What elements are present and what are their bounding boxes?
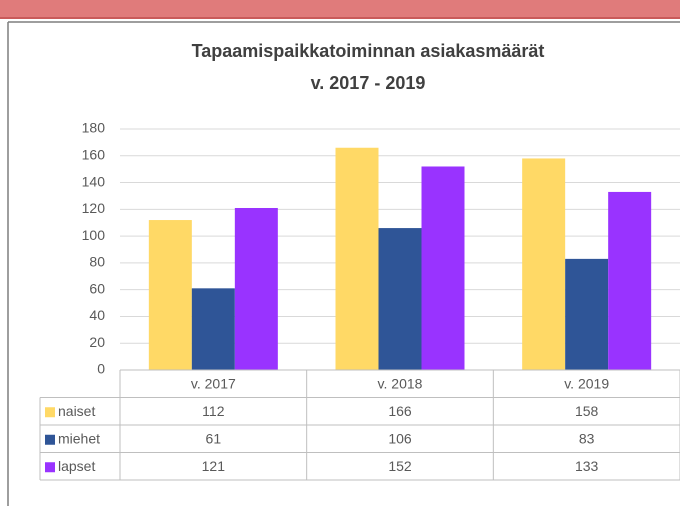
top-band bbox=[0, 0, 680, 18]
table-value: 106 bbox=[388, 430, 412, 446]
bar bbox=[565, 258, 609, 370]
bar bbox=[191, 288, 235, 370]
y-tick-label: 60 bbox=[89, 280, 105, 296]
bar bbox=[421, 166, 465, 370]
y-tick-label: 160 bbox=[82, 146, 106, 162]
legend-label: naiset bbox=[58, 403, 95, 419]
x-tick-label: v. 2018 bbox=[378, 375, 423, 391]
bar bbox=[378, 228, 422, 370]
table-value: 83 bbox=[579, 430, 595, 446]
table-value: 133 bbox=[575, 458, 599, 474]
y-tick-label: 180 bbox=[82, 120, 106, 136]
y-tick-label: 140 bbox=[82, 173, 106, 189]
bar bbox=[234, 207, 278, 370]
x-tick-label: v. 2017 bbox=[191, 375, 236, 391]
chart-subtitle: v. 2017 - 2019 bbox=[311, 73, 426, 93]
bar bbox=[608, 191, 652, 370]
x-tick-label: v. 2019 bbox=[564, 375, 609, 391]
table-value: 61 bbox=[206, 430, 222, 446]
legend-label: lapset bbox=[58, 458, 95, 474]
y-tick-label: 40 bbox=[89, 307, 105, 323]
y-tick-label: 0 bbox=[97, 361, 105, 377]
table-value: 158 bbox=[575, 403, 599, 419]
bar bbox=[148, 220, 192, 370]
bar bbox=[522, 158, 566, 370]
y-tick-label: 120 bbox=[82, 200, 106, 216]
legend-label: miehet bbox=[58, 430, 100, 446]
table-value: 152 bbox=[388, 458, 412, 474]
bar bbox=[335, 147, 379, 370]
table-value: 166 bbox=[388, 403, 412, 419]
y-tick-label: 20 bbox=[89, 334, 105, 350]
chart-title: Tapaamispaikkatoiminnan asiakasmäärät bbox=[192, 41, 545, 61]
legend-swatch bbox=[45, 434, 55, 445]
legend-swatch bbox=[45, 407, 55, 418]
y-tick-label: 100 bbox=[82, 227, 106, 243]
table-value: 121 bbox=[202, 458, 226, 474]
y-tick-label: 80 bbox=[89, 254, 105, 270]
legend-swatch bbox=[45, 462, 55, 473]
table-value: 112 bbox=[202, 403, 225, 419]
